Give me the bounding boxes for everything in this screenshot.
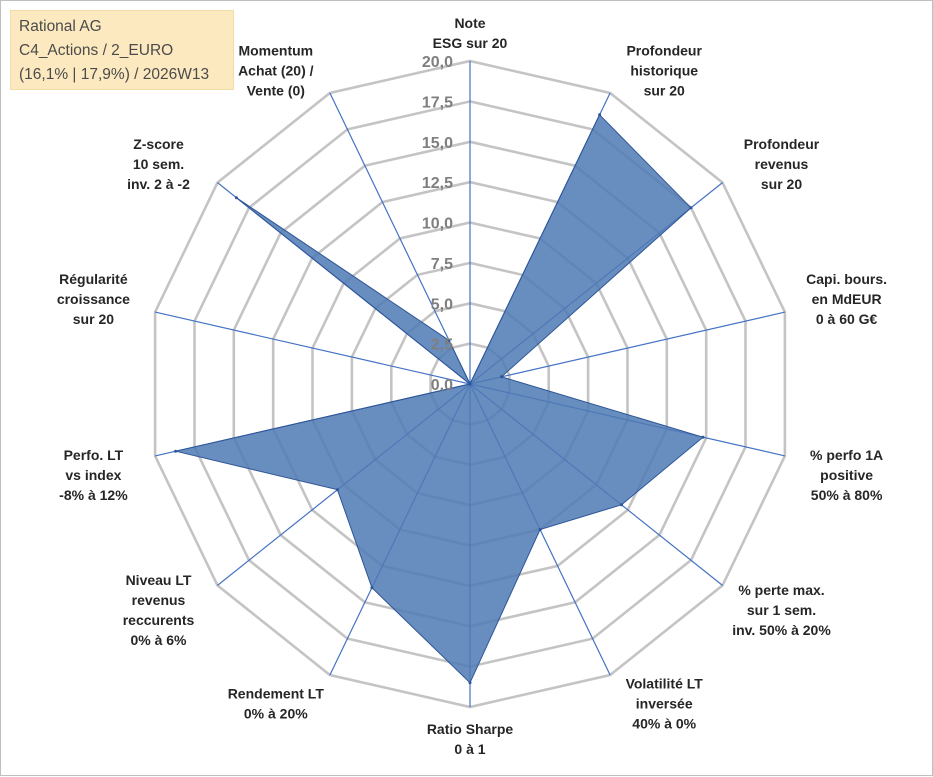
- axis-label-line: Perfo. LT: [64, 447, 124, 463]
- axis-label-line: Z-score: [133, 136, 184, 152]
- label-layer: Note ESG sur 20 Profondeur historique sur 20…: [57, 15, 887, 757]
- axis-label: Momentum Achat (20) / Vente (0): [238, 42, 314, 98]
- axis-label-line: reccurents: [123, 612, 195, 628]
- axis-label: Z-score 10 sem. inv. 2 à -2: [127, 136, 190, 192]
- axis-label-line: inv. 50% à 20%: [732, 622, 831, 638]
- axis-label-line: Volatilité LT: [626, 676, 704, 692]
- axis-label: Profondeur revenus sur 20: [744, 136, 820, 192]
- axis-label-line: 0 à 1: [454, 741, 485, 757]
- info-box: Rational AG C4_Actions / 2_EURO (16,1% |…: [10, 10, 234, 90]
- data-point: [335, 488, 339, 492]
- axis-label-line: 0% à 6%: [130, 632, 187, 648]
- tick-label: 2,5: [431, 337, 453, 354]
- data-point: [538, 528, 542, 531]
- axis-label: Capi. bours. en MdEUR 0 à 60 G€: [806, 271, 887, 327]
- axis-label-line: sur 20: [644, 82, 685, 98]
- data-point: [174, 449, 178, 453]
- axis-label-line: 0% à 20%: [244, 706, 308, 722]
- axis-label-line: revenus: [755, 156, 809, 172]
- axis-label-line: Profondeur: [626, 42, 702, 58]
- axis-label: Régularité croissance sur 20: [57, 271, 130, 327]
- axis-label: Profondeur historique sur 20: [626, 42, 702, 98]
- axis-label-line: ESG sur 20: [433, 35, 508, 51]
- axis-spoke: [469, 311, 786, 385]
- data-point: [468, 382, 472, 386]
- axis-label-line: sur 20: [73, 311, 114, 327]
- axis-label-line: 0 à 60 G€: [816, 311, 878, 327]
- axis-label: % perfo 1A positive 50% à 80%: [810, 447, 883, 503]
- tick-label: 12,5: [422, 175, 453, 192]
- data-point: [620, 503, 623, 507]
- data-point: [468, 681, 472, 685]
- axis-label-line: 40% à 0%: [632, 716, 696, 732]
- axis-label: % perte max. sur 1 sem. inv. 50% à 20%: [732, 582, 831, 638]
- axis-spoke: [329, 92, 471, 385]
- axis-label-line: sur 1 sem.: [747, 602, 816, 618]
- axis-label: Note ESG sur 20: [433, 15, 508, 51]
- tick-layer: 0,0 2,5 5,0 7,5 10,0 12,5 15,0 17,5 20,0: [422, 54, 453, 394]
- data-point: [500, 375, 503, 379]
- axis-label-line: croissance: [57, 291, 130, 307]
- axis-label-line: sur 20: [761, 176, 802, 192]
- axis-label-line: Régularité: [59, 271, 128, 287]
- axis-label-line: -8% à 12%: [59, 487, 128, 503]
- axis-label-line: revenus: [132, 592, 186, 608]
- data-point: [689, 206, 693, 210]
- tick-label: 0,0: [431, 377, 453, 394]
- data-point: [598, 113, 602, 117]
- axis-label-line: inv. 2 à -2: [127, 176, 190, 192]
- axis-label-line: en MdEUR: [812, 291, 882, 307]
- axis-label-line: vs index: [65, 467, 121, 483]
- data-point: [701, 435, 705, 439]
- axis-label-line: % perfo 1A: [810, 447, 883, 463]
- axis-label: Niveau LT revenus reccurents 0% à 6%: [123, 572, 195, 648]
- axis-label-line: Vente (0): [247, 82, 305, 98]
- axis-label: Volatilité LT inversée 40% à 0%: [626, 676, 704, 732]
- info-stats: (16,1% | 17,9%) / 2026W13: [19, 66, 210, 83]
- axis-label-line: positive: [820, 467, 873, 483]
- series-layer: [174, 113, 705, 685]
- axis-label-line: Rendement LT: [228, 686, 325, 702]
- axis-label-line: inversée: [636, 696, 693, 712]
- tick-label: 15,0: [422, 135, 453, 152]
- axis-label: Ratio Sharpe 0 à 1: [427, 721, 514, 757]
- axis-label-line: % perte max.: [738, 582, 824, 598]
- axis-label-line: Momentum: [238, 42, 313, 58]
- axis-label-line: Niveau LT: [126, 572, 192, 588]
- axis-label-line: Profondeur: [744, 136, 820, 152]
- axis-label-line: Capi. bours.: [806, 271, 887, 287]
- axis-label: Perfo. LT vs index -8% à 12%: [59, 447, 128, 503]
- info-category: C4_Actions / 2_EURO: [19, 42, 174, 59]
- axis-label-line: 10 sem.: [133, 156, 184, 172]
- info-company-name: Rational AG: [19, 18, 102, 35]
- tick-label: 5,0: [431, 296, 453, 313]
- data-point: [447, 338, 451, 342]
- axis-label-line: historique: [630, 62, 698, 78]
- axis-label-line: Ratio Sharpe: [427, 721, 514, 737]
- axis-label-line: 50% à 80%: [811, 487, 883, 503]
- tick-label: 17,5: [422, 94, 453, 111]
- axis-label-line: Achat (20) /: [238, 62, 314, 78]
- axis-spoke: [154, 311, 471, 385]
- series-area: [175, 113, 705, 684]
- axis-label: Rendement LT 0% à 20%: [228, 686, 325, 722]
- tick-label: 20,0: [422, 54, 453, 71]
- data-point: [234, 196, 238, 200]
- tick-label: 10,0: [422, 216, 453, 233]
- tick-label: 7,5: [431, 256, 453, 273]
- data-point: [370, 586, 374, 590]
- axis-label-line: Note: [454, 15, 485, 31]
